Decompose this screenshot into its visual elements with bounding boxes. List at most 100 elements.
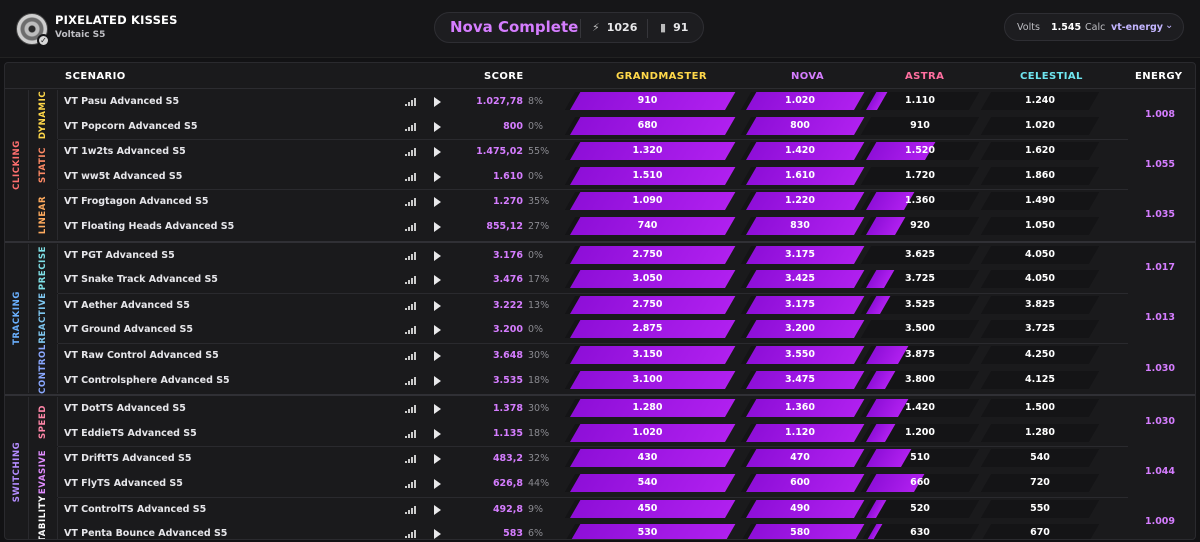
table-row[interactable]: VT DotTS Advanced S5 1.378 30% 1.280 1.360 1.…	[58, 397, 1195, 421]
play-icon[interactable]	[434, 479, 441, 489]
leaderboard-icon[interactable]	[405, 276, 416, 285]
category-divider	[5, 240, 1195, 243]
scenario-name[interactable]: VT 1w2ts Advanced S5	[64, 146, 186, 158]
subcategory-label: PRECISE	[29, 243, 58, 293]
play-icon[interactable]	[434, 454, 441, 465]
table-row[interactable]: VT Aether Advanced S5 3.222 13% 2.750 3.175 3…	[58, 294, 1195, 318]
rank-threshold-cell: 3.500	[860, 320, 980, 339]
threshold-value: 800	[790, 119, 810, 131]
table-row[interactable]: VT Frogtagon Advanced S5 1.270 35% 1.090 1.2…	[58, 190, 1195, 214]
leaderboard-icon[interactable]	[405, 480, 416, 488]
calc-selector[interactable]: Volts 1.545 Calc vt-energy ⌄	[1004, 13, 1184, 41]
table-row[interactable]: VT Penta Bounce Advanced S5 583 6% 530 580 63…	[58, 522, 1195, 540]
leaderboard-icon[interactable]	[405, 405, 416, 414]
threshold-value: 1.360	[784, 402, 816, 414]
leaderboard-icon[interactable]	[405, 352, 416, 360]
avatar[interactable]: ✓	[16, 13, 50, 47]
scenario-name[interactable]: VT Pasu Advanced S5	[64, 96, 180, 107]
group-divider	[58, 446, 1128, 448]
leaderboard-icon[interactable]	[405, 376, 416, 385]
threshold-value: 520	[910, 502, 930, 514]
scenario-name[interactable]: VT Frogtagon Advanced S5	[64, 196, 209, 208]
scenario-name[interactable]: VT ControlTS Advanced S5	[64, 503, 207, 515]
scenario-name[interactable]: VT Snake Track Advanced S5	[64, 274, 218, 286]
leaderboard-icon[interactable]	[405, 122, 416, 131]
play-icon[interactable]	[434, 171, 441, 182]
play-icon[interactable]	[434, 275, 441, 286]
rank-threshold-cell: 580	[740, 524, 865, 539]
leaderboard-icon[interactable]	[405, 429, 416, 438]
scenario-name[interactable]: VT Ground Advanced S5	[64, 324, 193, 336]
scenario-name[interactable]: VT EddieTS Advanced S5	[64, 427, 197, 439]
scenario-name[interactable]: VT PGT Advanced S5	[64, 249, 175, 261]
volts-label: Volts	[1017, 22, 1040, 33]
calc-value[interactable]: vt-energy	[1111, 22, 1164, 33]
threshold-value: 1.610	[784, 169, 816, 181]
category-label: CLICKING	[5, 90, 29, 240]
score-value: 1.610	[492, 170, 523, 182]
leaderboard-icon[interactable]	[405, 198, 416, 207]
bar-chart-icon: ▮	[660, 21, 667, 34]
play-icon[interactable]	[434, 404, 441, 415]
table-row[interactable]: VT FlyTS Advanced S5 626,8 44% 540 600 660 720	[58, 472, 1195, 496]
threshold-value: 1.280	[632, 402, 663, 414]
table-row[interactable]: VT EddieTS Advanced S5 1.135 18% 1.020 1.120…	[58, 422, 1195, 446]
play-icon[interactable]	[434, 121, 441, 132]
rank-threshold-cell: 2.750	[564, 295, 736, 314]
leaderboard-icon[interactable]	[405, 326, 416, 335]
threshold-value: 2.750	[632, 248, 663, 260]
leaderboard-icon[interactable]	[405, 505, 416, 514]
table-row[interactable]: VT Popcorn Advanced S5 800 0% 680 800 910 1.02…	[58, 115, 1195, 139]
rank-threshold-cell: 510	[860, 449, 980, 468]
scenario-name[interactable]: VT ww5t Advanced S5	[64, 170, 183, 182]
leaderboard-icon[interactable]	[405, 301, 416, 310]
table-row[interactable]: VT ww5t Advanced S5 1.610 0% 1.510 1.610 1.72…	[58, 165, 1195, 189]
scenario-name[interactable]: VT Controlsphere Advanced S5	[64, 374, 230, 386]
play-icon[interactable]	[434, 504, 441, 515]
score-value: 3.648	[492, 350, 523, 361]
table-row[interactable]: VT Controlsphere Advanced S5 3.535 18% 3.10…	[58, 369, 1195, 393]
scenario-name[interactable]: VT Floating Heads Advanced S5	[64, 221, 235, 232]
table-row[interactable]: VT Raw Control Advanced S5 3.648 30% 3.150 3…	[58, 344, 1195, 368]
rank-threshold-cell: 3.525	[860, 295, 980, 314]
threshold-value: 1.280	[1024, 426, 1056, 438]
play-icon[interactable]	[434, 222, 441, 232]
play-icon[interactable]	[434, 428, 441, 439]
scenario-name[interactable]: VT DriftTS Advanced S5	[64, 453, 192, 465]
score-value: 800	[503, 120, 523, 132]
scenario-name[interactable]: VT FlyTS Advanced S5	[64, 478, 183, 489]
leaderboard-icon[interactable]	[405, 455, 416, 464]
chevron-down-icon[interactable]: ⌄	[1165, 20, 1174, 31]
scenario-name[interactable]: VT Penta Bounce Advanced S5	[64, 528, 228, 540]
rank-threshold-cell: 1.020	[740, 92, 865, 110]
play-icon[interactable]	[434, 375, 441, 386]
play-icon[interactable]	[434, 351, 441, 361]
play-icon[interactable]	[434, 197, 441, 208]
scenario-name[interactable]: VT DotTS Advanced S5	[64, 403, 186, 415]
play-icon[interactable]	[434, 300, 441, 311]
leaderboard-icon[interactable]	[405, 98, 416, 106]
scenario-name[interactable]: VT Popcorn Advanced S5	[64, 120, 198, 132]
play-icon[interactable]	[434, 250, 441, 261]
table-row[interactable]: VT Snake Track Advanced S5 3.476 17% 3.050 3…	[58, 268, 1195, 292]
play-icon[interactable]	[434, 147, 441, 158]
leaderboard-icon[interactable]	[405, 223, 416, 231]
table-row[interactable]: VT 1w2ts Advanced S5 1.475,02 55% 1.320 1.42…	[58, 140, 1195, 164]
progress-percent: 8%	[528, 96, 544, 107]
table-row[interactable]: VT ControlTS Advanced S5 492,8 9% 450 490 520…	[58, 498, 1195, 522]
play-icon[interactable]	[434, 325, 441, 336]
table-row[interactable]: VT Ground Advanced S5 3.200 0% 2.875 3.200 3.…	[58, 318, 1195, 342]
table-row[interactable]: VT Floating Heads Advanced S5 855,12 27% 74…	[58, 215, 1195, 239]
rank-threshold-cell: 3.175	[740, 245, 865, 264]
leaderboard-icon[interactable]	[405, 172, 416, 181]
leaderboard-icon[interactable]	[405, 148, 416, 157]
table-row[interactable]: VT PGT Advanced S5 3.176 0% 2.750 3.175 3.625…	[58, 244, 1195, 268]
table-row[interactable]: VT Pasu Advanced S5 1.027,78 8% 910 1.020 1.1…	[58, 90, 1195, 114]
leaderboard-icon[interactable]	[405, 251, 416, 260]
scenario-name[interactable]: VT Raw Control Advanced S5	[64, 350, 219, 361]
table-row[interactable]: VT DriftTS Advanced S5 483,2 32% 430 470 510 5…	[58, 447, 1195, 471]
scenario-name[interactable]: VT Aether Advanced S5	[64, 299, 190, 311]
leaderboard-icon[interactable]	[405, 530, 416, 539]
play-icon[interactable]	[434, 529, 441, 539]
play-icon[interactable]	[434, 97, 441, 107]
